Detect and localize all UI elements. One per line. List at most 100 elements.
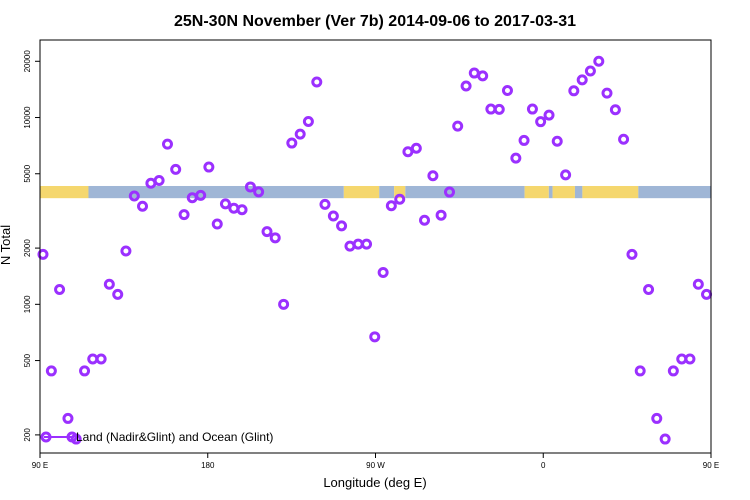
data-point [626, 248, 638, 260]
data-point [385, 200, 397, 212]
band-segment-land [343, 185, 380, 199]
data-point [62, 412, 74, 424]
data-point [236, 204, 248, 216]
data-point [460, 80, 472, 92]
axes: 90 E 180 90 W 0 90 E 200 500 1000 2000 5000 10000 2… [23, 50, 719, 470]
band-segment-land [40, 185, 89, 199]
data-point [95, 353, 107, 365]
data-points [37, 55, 713, 445]
data-point [551, 135, 563, 147]
x-tick-label: 90 E [703, 461, 719, 470]
data-point [394, 193, 406, 205]
data-point [195, 189, 207, 201]
y-tick-label: 2000 [23, 239, 32, 257]
data-point [643, 284, 655, 296]
data-point [410, 142, 422, 154]
band-segment-land [552, 185, 575, 199]
y-tick-label: 500 [23, 353, 32, 367]
data-point [361, 238, 373, 250]
data-point [219, 198, 231, 210]
data-point [161, 138, 173, 150]
data-point [87, 353, 99, 365]
band-segment-ocean [88, 185, 344, 199]
data-point [435, 209, 447, 221]
data-point [593, 55, 605, 67]
y-tick-label: 200 [23, 428, 32, 442]
band-segment-land [524, 185, 549, 199]
data-point [618, 133, 630, 145]
data-point [518, 134, 530, 146]
y-axis-label: N Total [0, 225, 13, 265]
data-point [269, 232, 281, 244]
data-point [120, 245, 132, 257]
data-point [79, 365, 91, 377]
legend: Land (Nadir&Glint) and Ocean (Glint) [40, 430, 273, 444]
x-tick-label: 180 [201, 461, 215, 470]
data-point [244, 181, 256, 193]
data-point [584, 65, 596, 77]
data-point [261, 226, 273, 238]
x-axis-label: Longitude (deg E) [323, 475, 426, 490]
data-point [178, 209, 190, 221]
data-point [427, 170, 439, 182]
data-point [576, 74, 588, 86]
band-segment-ocean [638, 185, 711, 199]
land-ocean-band [40, 185, 711, 199]
data-point [477, 70, 489, 82]
data-point [153, 175, 165, 187]
data-point [543, 109, 555, 121]
data-point [128, 190, 140, 202]
data-point [377, 267, 389, 279]
band-segment-ocean [379, 185, 395, 199]
data-point [443, 186, 455, 198]
band-segment-land [394, 185, 406, 199]
data-point [352, 238, 364, 250]
data-point [54, 284, 66, 296]
data-point [651, 412, 663, 424]
band-segment-ocean [405, 185, 525, 199]
data-point [45, 365, 57, 377]
data-point [601, 87, 613, 99]
data-point [302, 116, 314, 128]
data-point [402, 146, 414, 158]
data-point [510, 152, 522, 164]
data-point [452, 120, 464, 132]
data-point [692, 278, 704, 290]
legend-label: Land (Nadir&Glint) and Ocean (Glint) [76, 430, 273, 444]
data-point [501, 85, 513, 97]
data-point [319, 198, 331, 210]
data-point [468, 67, 480, 79]
data-point [659, 433, 671, 445]
legend-marker [66, 431, 78, 443]
data-point [253, 186, 265, 198]
data-point [701, 288, 713, 300]
data-point [170, 163, 182, 175]
legend-marker [40, 431, 52, 443]
data-point [211, 218, 223, 230]
data-point [294, 128, 306, 140]
data-point [634, 365, 646, 377]
data-point [560, 169, 572, 181]
data-point [419, 214, 431, 226]
data-point [667, 365, 679, 377]
y-tick-label: 1000 [23, 295, 32, 313]
data-point [526, 103, 538, 115]
data-point [493, 103, 505, 115]
data-point [336, 220, 348, 232]
data-point [535, 116, 547, 128]
plot-frame [39, 39, 712, 454]
band-segment-ocean [574, 185, 583, 199]
x-tick-label: 90 E [32, 461, 48, 470]
chart-title: 25N-30N November (Ver 7b) 2014-09-06 to … [174, 13, 576, 30]
data-point [327, 210, 339, 222]
data-point [485, 103, 497, 115]
data-point [228, 202, 240, 214]
data-point [609, 104, 621, 116]
data-point [286, 137, 298, 149]
data-point [278, 298, 290, 310]
data-point [311, 76, 323, 88]
y-tick-label: 20000 [23, 50, 32, 73]
data-point [112, 288, 124, 300]
band-segment-land [582, 185, 639, 199]
